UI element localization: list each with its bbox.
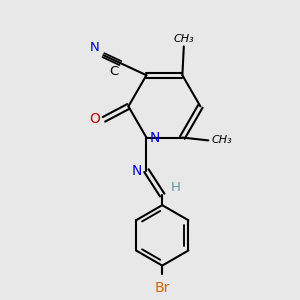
Text: N: N [150, 130, 160, 145]
Text: Br: Br [154, 281, 170, 296]
Text: C: C [110, 64, 119, 77]
Text: N: N [90, 41, 100, 54]
Text: N: N [132, 164, 142, 178]
Text: CH₃: CH₃ [211, 135, 232, 146]
Text: CH₃: CH₃ [173, 34, 194, 44]
Text: H: H [171, 182, 181, 194]
Text: O: O [90, 112, 101, 126]
